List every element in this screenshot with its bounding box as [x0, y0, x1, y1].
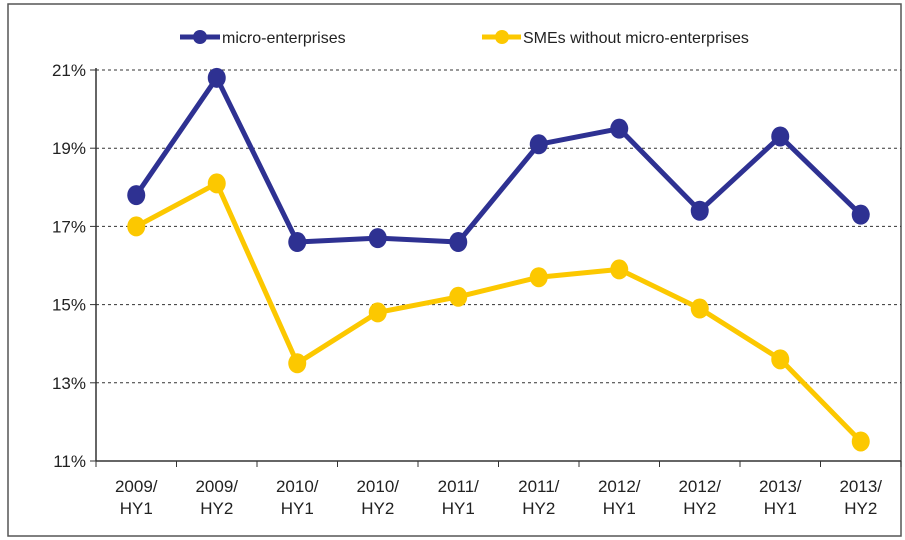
x-tick-label: 2009/HY1: [115, 477, 158, 518]
data-point: [127, 185, 146, 206]
data-point: [690, 200, 709, 221]
x-tick-label: 2010/HY2: [356, 477, 399, 518]
series-0: [127, 67, 870, 253]
y-tick-label: 11%: [53, 452, 86, 471]
x-tick-label: 2011/HY2: [518, 477, 560, 518]
legend-item: SMEs without micro-enterprises: [482, 30, 749, 47]
x-tick-label-line: 2012/: [678, 477, 721, 496]
x-tick-label: 2012/HY2: [678, 477, 721, 518]
x-tick-label-line: HY2: [683, 499, 716, 518]
x-tick-label-line: HY1: [281, 499, 314, 518]
data-point: [288, 232, 307, 253]
data-point: [207, 67, 226, 88]
x-tick-label-line: HY2: [844, 499, 877, 518]
data-point: [368, 228, 387, 249]
series-line: [133, 75, 864, 245]
x-tick-label-line: 2011/: [438, 477, 480, 496]
data-point: [610, 259, 629, 280]
data-point: [851, 204, 870, 225]
data-point: [529, 134, 548, 155]
chart-frame: [7, 3, 902, 537]
x-tick-label-line: HY2: [361, 499, 394, 518]
data-point: [771, 126, 790, 147]
data-point: [288, 353, 307, 374]
legend: micro-enterprises SMEs without micro-ente…: [180, 30, 749, 47]
x-tick-label-line: HY1: [120, 499, 153, 518]
x-tick-label-line: HY1: [603, 499, 636, 518]
x-tick-label: 2010/HY1: [276, 477, 319, 518]
data-point: [771, 349, 790, 370]
legend-label: micro-enterprises: [222, 30, 346, 47]
series-layer: [127, 67, 870, 452]
data-point: [610, 118, 629, 139]
x-tick-label: 2013/HY2: [839, 477, 882, 518]
x-tick-label-line: 2010/: [276, 477, 319, 496]
x-tick-label: 2011/HY1: [438, 477, 480, 518]
y-tick-label: 15%: [52, 296, 86, 315]
y-tick-label: 19%: [52, 139, 86, 158]
y-tick-label: 21%: [52, 61, 86, 80]
x-tick-label-line: 2013/: [759, 477, 802, 496]
x-tick-label-line: HY2: [200, 499, 233, 518]
x-tick-label-line: 2010/: [356, 477, 399, 496]
x-tick-label: 2012/HY1: [598, 477, 641, 518]
x-tick-label-line: HY1: [764, 499, 797, 518]
legend-label: SMEs without micro-enterprises: [523, 30, 749, 47]
axes: 11%13%15%17%19%21%2009/HY12009/HY22010/H…: [52, 61, 902, 518]
x-tick-label: 2009/HY2: [195, 477, 238, 518]
series-line: [133, 180, 864, 444]
legend-marker-swatch: [495, 30, 509, 44]
grid-lines: [96, 69, 901, 384]
data-point: [449, 286, 468, 307]
x-tick-label: 2013/HY1: [759, 477, 802, 518]
y-tick-label: 17%: [52, 217, 86, 236]
data-point: [368, 302, 387, 323]
x-tick-label-line: 2013/: [839, 477, 882, 496]
data-point: [690, 298, 709, 319]
x-tick-label-line: 2009/: [115, 477, 158, 496]
legend-marker-swatch: [193, 30, 207, 44]
x-tick-label-line: HY2: [522, 499, 555, 518]
x-tick-label-line: 2012/: [598, 477, 641, 496]
data-point: [851, 431, 870, 452]
x-tick-label-line: 2009/: [195, 477, 238, 496]
data-point: [449, 232, 468, 253]
series-1: [127, 173, 870, 452]
data-point: [529, 267, 548, 288]
data-point: [207, 173, 226, 194]
x-tick-label-line: HY1: [442, 499, 475, 518]
x-tick-label-line: 2011/: [518, 477, 560, 496]
data-point: [127, 216, 146, 237]
legend-item: micro-enterprises: [180, 30, 346, 47]
y-tick-label: 13%: [52, 374, 86, 393]
